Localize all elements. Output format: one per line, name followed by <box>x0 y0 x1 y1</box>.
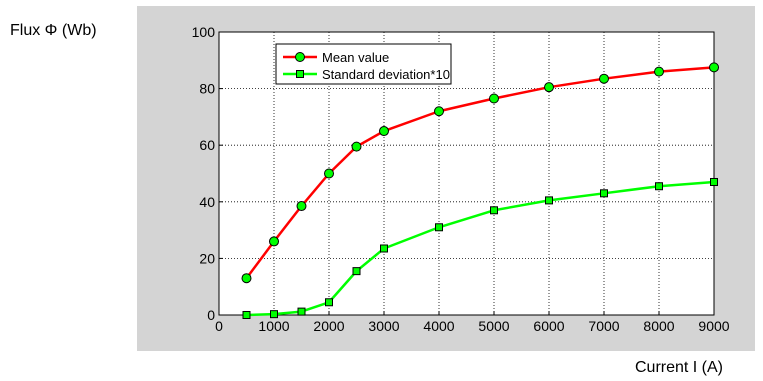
data-point-std <box>297 307 306 316</box>
y-tick-label: 0 <box>207 307 215 323</box>
axis-ticks: 0 1000 2000 3000 4000 5000 6000 7000 8000 9000 0 20… <box>192 24 730 334</box>
data-point-std <box>380 244 388 253</box>
data-point-std <box>435 223 443 232</box>
series-line-std <box>246 180 715 317</box>
legend-marker-std <box>296 70 304 78</box>
x-tick-label: 5000 <box>478 318 509 334</box>
data-point-std <box>600 189 608 198</box>
x-tick-label: 8000 <box>643 318 674 334</box>
data-point-std <box>242 311 251 319</box>
legend-label-std: Standard deviation*10 <box>322 67 450 82</box>
x-tick-label: 4000 <box>423 318 454 334</box>
y-tick-label: 40 <box>199 194 215 210</box>
data-point-mean <box>324 168 334 179</box>
y-axis-label: Flux Φ (Wb) <box>10 22 97 39</box>
x-tick-label: 7000 <box>588 318 619 334</box>
data-point-std <box>352 267 361 276</box>
legend-marker-mean <box>295 52 305 62</box>
data-point-std <box>710 177 718 186</box>
data-point-mean <box>241 273 252 284</box>
data-point-mean <box>351 141 362 152</box>
x-tick-label: 3000 <box>368 318 399 334</box>
data-point-std <box>270 310 278 319</box>
x-tick-label: 1000 <box>258 318 289 334</box>
data-point-mean <box>709 62 719 73</box>
data-point-mean <box>654 66 664 77</box>
x-axis-label: Current I (A) <box>635 359 723 376</box>
x-tick-label: 2000 <box>313 318 344 334</box>
x-tick-label: 6000 <box>533 318 564 334</box>
y-tick-label: 100 <box>192 24 216 40</box>
data-point-mean <box>599 73 609 84</box>
data-point-mean <box>544 82 554 93</box>
legend-label-mean: Mean value <box>322 50 389 65</box>
data-point-std <box>325 298 333 307</box>
series-group <box>241 62 719 319</box>
legend: Mean value Standard deviation*10 <box>275 43 452 85</box>
data-point-mean <box>269 236 279 247</box>
x-tick-label: 0 <box>215 318 223 334</box>
y-tick-label: 20 <box>199 250 215 266</box>
data-point-std <box>655 182 663 191</box>
y-tick-label: 80 <box>199 81 215 97</box>
data-point-mean <box>489 93 499 104</box>
data-point-mean <box>379 126 389 137</box>
data-point-mean <box>434 106 444 117</box>
y-tick-label: 60 <box>199 137 215 153</box>
data-point-mean <box>296 201 307 212</box>
data-point-std <box>545 196 553 205</box>
x-tick-label: 9000 <box>698 318 729 334</box>
data-point-std <box>490 206 498 215</box>
series-line-mean <box>245 66 715 279</box>
legend-box <box>275 43 452 85</box>
